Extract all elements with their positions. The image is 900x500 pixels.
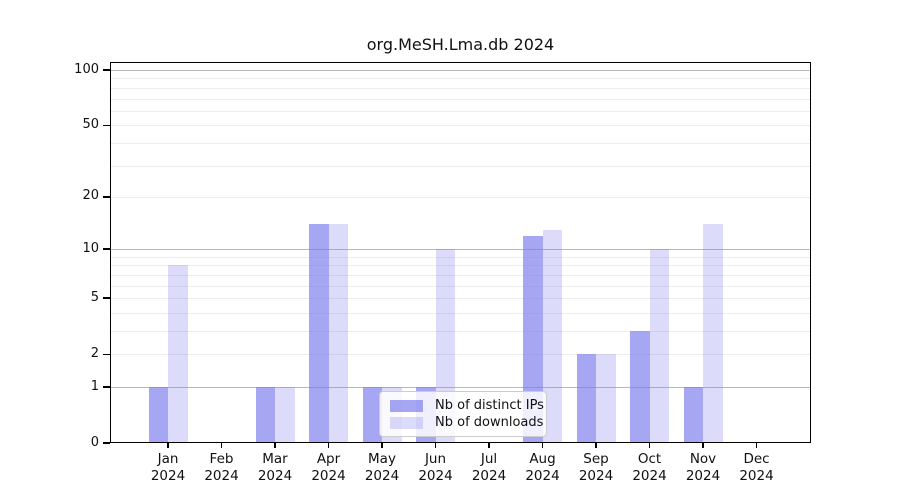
x-tick-label-oct-2024: Oct 2024 [632,451,667,484]
x-tick-label-jun-2024: Jun 2024 [418,451,453,484]
x-tick-mark-nov [702,443,704,448]
gridline-minor-9 [110,256,811,258]
x-tick-label-jan-2024: Jan 2024 [150,451,186,484]
chart-title: org.MeSH.Lma.db 2024 [366,35,555,54]
gridline-minor-6 [110,285,811,287]
legend-label-downloads: Nb of downloads [435,415,544,430]
x-tick-mark-dec [755,443,758,448]
gridline-minor-50 [110,125,811,127]
x-tick-label-feb-2024: Feb 2024 [204,451,239,484]
x-tick-label-mar-2024: Mar 2024 [257,451,293,484]
y-tick-mark-100 [103,69,110,71]
y-tick-label-100: 100 [74,61,99,77]
gridline-minor-80 [110,87,811,89]
bar-distinct-ips-oct-2024 [630,331,650,443]
x-tick-label-nov-2024: Nov 2024 [685,451,721,484]
y-tick-mark-2 [103,353,110,355]
y-tick-label-0: 0 [90,434,99,450]
gridline-minor-8 [110,265,811,267]
legend: Nb of distinct IPs Nb of downloads [379,391,547,437]
x-tick-label-sep-2024: Sep 2024 [578,451,614,484]
y-tick-label-1: 1 [90,378,99,394]
x-tick-label-may-2024: May 2024 [364,451,400,484]
bar-downloads-mar-2024 [275,387,295,443]
gridline-major-100 [110,70,811,71]
x-tick-label-apr-2024: Apr 2024 [311,451,346,484]
x-tick-mark-apr [327,443,330,448]
bar-downloads-aug-2024 [542,229,562,443]
x-tick-mark-jun [434,443,437,448]
gridline-minor-70 [110,98,811,100]
y-tick-label-5: 5 [90,289,99,305]
bar-distinct-ips-mar-2024 [255,387,275,443]
plot-area [110,62,811,443]
gridline-minor-4 [110,312,811,314]
bar-distinct-ips-jan-2024 [148,387,168,443]
x-tick-mark-mar [274,443,276,448]
y-tick-label-50: 50 [82,116,99,132]
y-tick-label-10: 10 [82,240,99,256]
x-tick-mark-oct [648,443,651,448]
x-tick-mark-jan [167,443,169,448]
x-tick-mark-aug [541,443,544,448]
gridline-minor-60 [110,110,811,112]
bar-downloads-apr-2024 [328,224,348,443]
gridline-major-1 [110,387,811,388]
gridline-minor-40 [110,142,811,144]
distinct-ips-swatch-icon [390,399,423,412]
legend-row-distinct-ips: Nb of distinct IPs [390,397,544,414]
y-tick-mark-1 [103,386,110,388]
y-tick-mark-0 [103,442,110,444]
bar-distinct-ips-sep-2024 [576,354,596,443]
gridline-minor-90 [110,78,811,80]
x-tick-mark-jul [488,443,490,448]
gridline-minor-20 [110,196,811,198]
x-tick-mark-feb [220,443,223,448]
y-tick-label-20: 20 [82,188,99,204]
x-tick-mark-may [381,443,383,448]
downloads-swatch-icon [390,416,423,429]
gridline-minor-2 [110,354,811,356]
bar-distinct-ips-nov-2024 [683,387,703,443]
x-tick-label-dec-2024: Dec 2024 [739,451,774,484]
gridline-minor-7 [110,274,811,276]
gridline-minor-3 [110,331,811,332]
legend-row-downloads: Nb of downloads [390,414,543,431]
x-tick-label-jul-2024: Jul 2024 [471,451,507,484]
y-tick-mark-5 [103,297,110,299]
bar-distinct-ips-may-2024 [362,387,382,443]
bar-downloads-nov-2024 [703,224,723,443]
gridline-minor-5 [110,298,811,300]
y-tick-mark-10 [103,248,110,250]
x-tick-label-aug-2024: Aug 2024 [525,451,560,484]
gridline-major-10 [110,249,811,251]
gridline-minor-30 [110,165,811,167]
legend-label-distinct-ips: Nb of distinct IPs [435,398,544,413]
y-tick-mark-20 [103,196,110,198]
bar-downloads-jan-2024 [168,265,188,443]
bar-downloads-oct-2024 [649,249,669,443]
y-tick-mark-50 [103,124,110,126]
bar-downloads-sep-2024 [596,354,616,443]
bar-distinct-ips-apr-2024 [309,224,329,443]
y-tick-label-2: 2 [90,345,99,361]
x-tick-mark-sep [595,443,597,448]
